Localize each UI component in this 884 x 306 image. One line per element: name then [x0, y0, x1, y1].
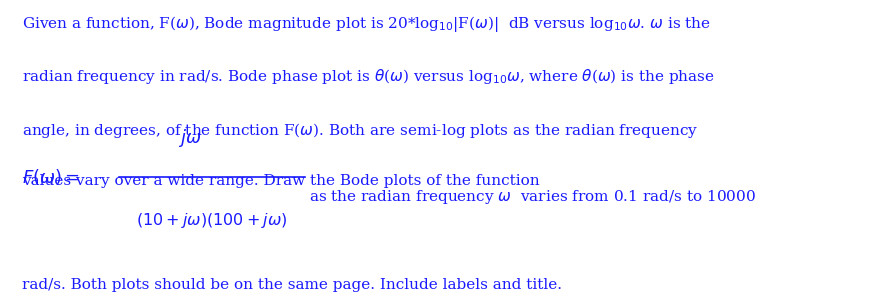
- Text: values vary over a wide range. Draw the Bode plots of the function: values vary over a wide range. Draw the …: [22, 174, 540, 188]
- Text: $(10+ j\omega)(100+ j\omega)$: $(10+ j\omega)(100+ j\omega)$: [136, 211, 288, 230]
- Text: $F(\omega)=$: $F(\omega)=$: [22, 167, 80, 188]
- Text: $j\omega$: $j\omega$: [179, 127, 202, 149]
- Text: rad/s. Both plots should be on the same page. Include labels and title.: rad/s. Both plots should be on the same …: [22, 278, 562, 293]
- Text: as the radian frequency $\omega$  varies from 0.1 rad/s to 10000: as the radian frequency $\omega$ varies …: [309, 188, 757, 206]
- Text: Given a function, F($\omega$), Bode magnitude plot is 20*log$_{10}$|F($\omega$)|: Given a function, F($\omega$), Bode magn…: [22, 14, 711, 34]
- Text: radian frequency in rad/s. Bode phase plot is $\theta$($\omega$) versus log$_{10: radian frequency in rad/s. Bode phase pl…: [22, 67, 715, 86]
- Text: angle, in degrees, of the function F($\omega$). Both are semi-log plots as the r: angle, in degrees, of the function F($\o…: [22, 121, 698, 140]
